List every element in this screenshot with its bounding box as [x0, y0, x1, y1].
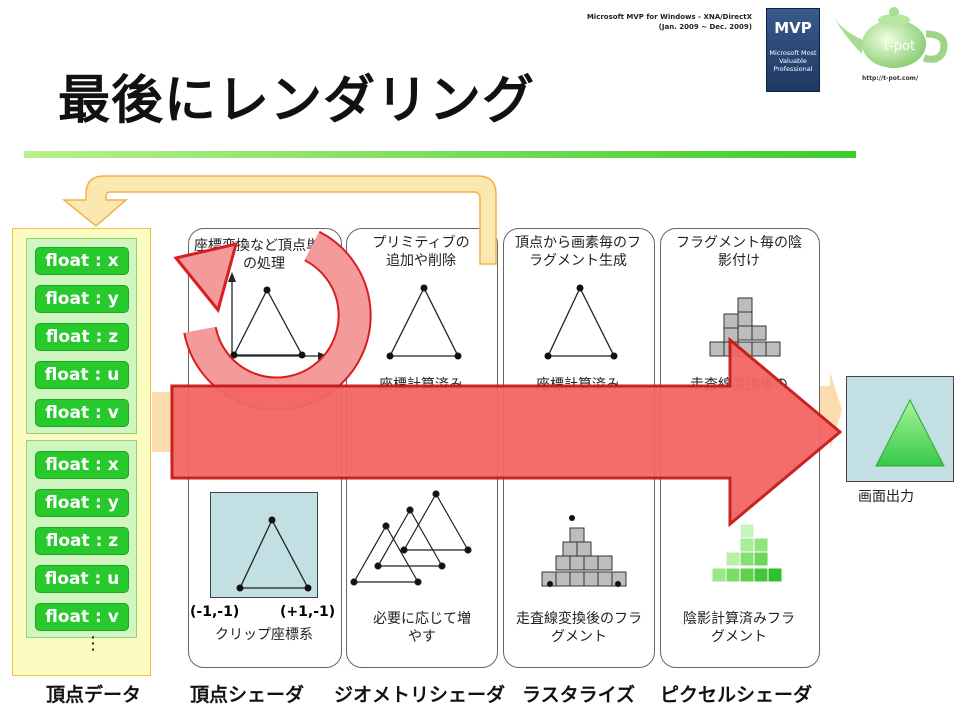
field-pill: float : y — [35, 489, 129, 517]
ps-bottom-text: 陰影計算済みフラグメント — [683, 611, 795, 645]
slide-title: 最後にレンダリング — [58, 71, 536, 131]
vertex-group-2: float : x float : y float : z float : u … — [26, 440, 137, 638]
site-url: http://t-pot.com/ — [862, 75, 919, 82]
rs-fragment-grid — [541, 515, 627, 587]
mvp-line1: Microsoft MVP for Windows - XNA/DirectX — [586, 13, 752, 21]
mvp-caption: Microsoft MVP for Windows - XNA/DirectX … — [587, 12, 752, 32]
clip-space-box — [210, 492, 318, 598]
rs-bottom-text: 走査線変換後のフラグメント — [516, 611, 642, 645]
svg-text:t-pot: t-pot — [884, 39, 915, 54]
rs-top-text: 頂点から画素毎のフラグメント生成 — [515, 235, 641, 269]
ps-gray-grid — [709, 297, 781, 357]
field-pill: float : y — [35, 285, 129, 313]
field-pill: float : x — [35, 247, 129, 275]
vs-axes-diagram — [228, 272, 328, 360]
vertex-group-1: float : x float : y float : z float : u … — [26, 238, 137, 434]
gs-triangle — [386, 284, 462, 360]
field-pill: float : z — [35, 527, 129, 555]
field-pill: float : z — [35, 323, 129, 351]
field-pill: float : u — [35, 565, 129, 593]
gs-bottom-text: 必要に応じて増やす — [373, 611, 471, 645]
coord-left-label: (-1,-1) — [190, 604, 240, 620]
feedback-arrow — [61, 175, 497, 265]
gs-top-text: プリミティブの追加や削除 — [372, 235, 470, 269]
gs-multi-triangles — [350, 490, 472, 586]
field-pill: float : u — [35, 361, 129, 389]
field-pill: float : v — [35, 603, 129, 631]
vs-clip-label: クリップ座標系 — [215, 627, 313, 643]
screen-output-label: 画面出力 — [858, 489, 914, 505]
title-underline — [24, 151, 856, 158]
field-pill: float : x — [35, 451, 129, 479]
output-triangle — [875, 398, 945, 467]
label-pixel-shader: ピクセルシェーダ — [660, 684, 813, 706]
big-red-arrow — [170, 336, 843, 528]
label-vertex-shader: 頂点シェーダ — [190, 684, 305, 706]
label-geometry-shader: ジオメトリシェーダ — [334, 684, 506, 706]
field-pill: float : v — [35, 399, 129, 427]
ps-green-grid — [711, 523, 783, 583]
ps-top-text: フラグメント毎の陰影付け — [676, 235, 802, 269]
label-rasterize: ラスタライズ — [522, 684, 636, 706]
mvp-badge-title: MVP — [774, 19, 812, 37]
coord-right-label: (+1,-1) — [280, 604, 336, 620]
mvp-line2: (Jan. 2009 ~ Dec. 2009) — [658, 23, 752, 31]
clip-triangle — [236, 516, 312, 592]
teapot-icon: t-pot — [832, 7, 948, 68]
label-vertex-data: 頂点データ — [46, 684, 142, 706]
rs-triangle — [544, 284, 618, 360]
mvp-badge-subtitle: Microsoft Most Valuable Professional — [769, 49, 817, 73]
loop-arrow — [173, 230, 372, 411]
mvp-logo: MVP Microsoft Most Valuable Professional — [766, 8, 820, 92]
